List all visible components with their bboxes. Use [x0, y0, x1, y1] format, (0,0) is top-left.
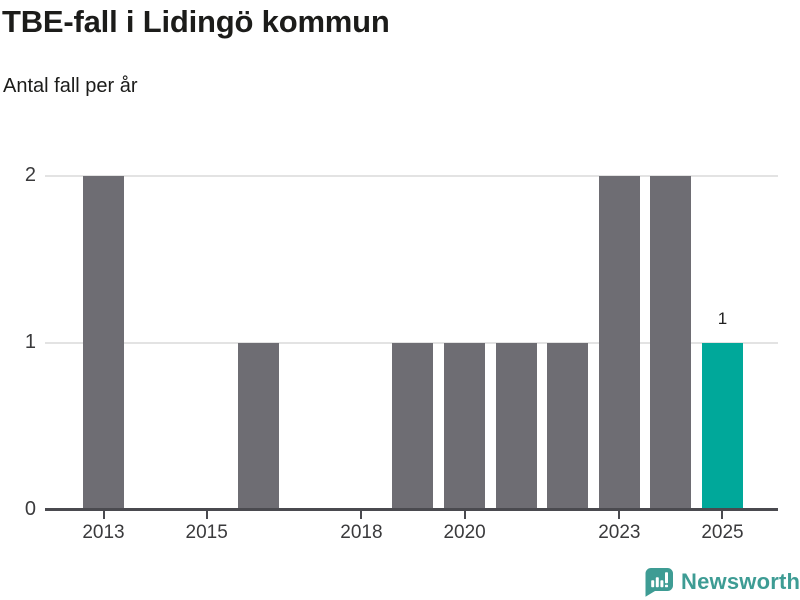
chart-title: TBE-fall i Lidingö kommun — [2, 4, 390, 39]
x-tick-2020 — [463, 511, 466, 519]
x-tick-label-2015: 2015 — [185, 522, 228, 543]
x-tick-2013 — [102, 511, 105, 519]
bar-2024 — [650, 176, 692, 510]
x-axis-line — [45, 508, 778, 511]
bar-2022 — [547, 343, 589, 510]
newsworthy-logo-text: Newsworthy — [681, 569, 800, 594]
bar-2023 — [598, 176, 640, 510]
bar-2013 — [83, 176, 124, 510]
y-tick-label-1: 1 — [24, 331, 36, 353]
x-tick-2015 — [205, 511, 208, 519]
newsworthy-logo[interactable]: Newsworthy — [644, 567, 800, 597]
bar-2016 — [237, 343, 279, 510]
x-tick-2023 — [618, 511, 621, 519]
x-tick-label-2023: 2023 — [598, 522, 641, 543]
x-tick-label-2013: 2013 — [82, 522, 125, 543]
x-tick-2018 — [360, 511, 363, 519]
y-tick-label-2: 2 — [24, 164, 36, 186]
bar-value-label-2025: 1 — [717, 309, 728, 328]
gridline-y-2 — [45, 175, 778, 177]
x-tick-label-2020: 2020 — [443, 522, 486, 543]
bar-2021 — [495, 343, 537, 510]
bar-2020 — [444, 343, 486, 510]
x-tick-label-2025: 2025 — [701, 522, 744, 543]
bar-2019 — [392, 343, 434, 510]
bar-2025 — [701, 343, 743, 510]
x-tick-2025 — [721, 511, 724, 519]
chart-subtitle: Antal fall per år — [3, 75, 138, 97]
y-tick-label-0: 0 — [24, 498, 36, 520]
x-tick-label-2018: 2018 — [340, 522, 383, 543]
newsworthy-logo-icon — [645, 568, 673, 597]
